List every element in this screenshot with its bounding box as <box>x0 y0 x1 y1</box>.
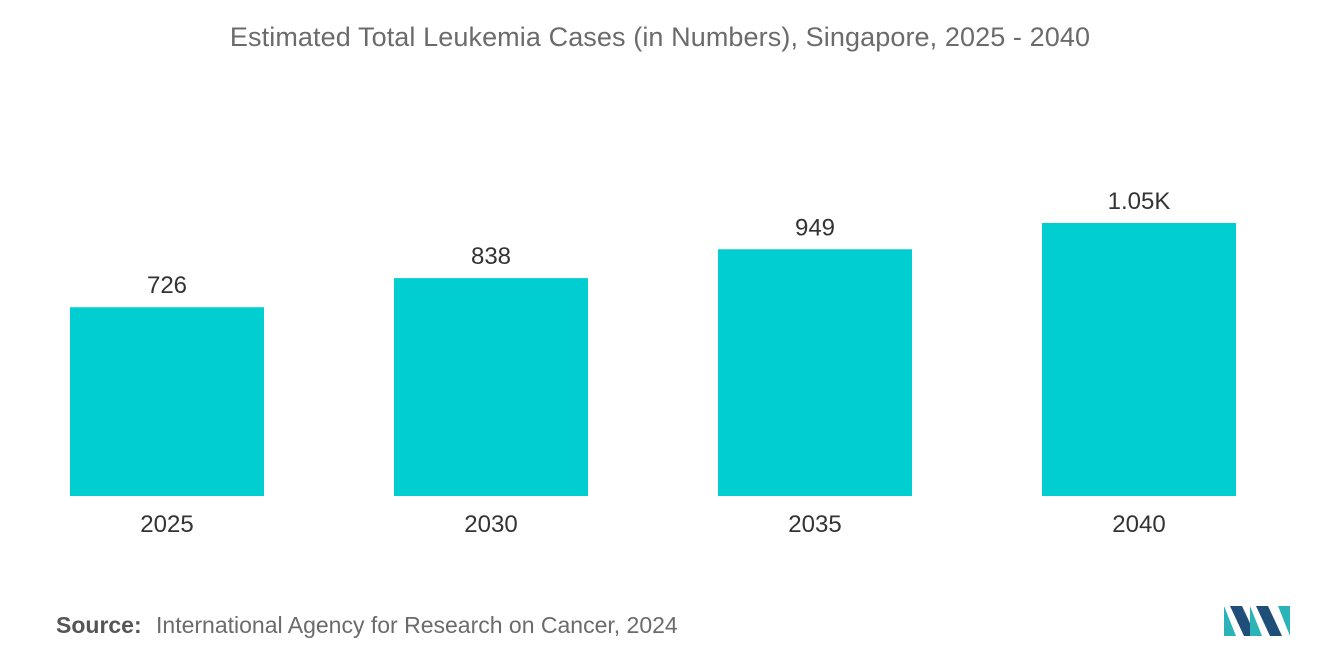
logo-shape-2 <box>1230 606 1256 636</box>
logo-shape-5 <box>1278 606 1290 636</box>
bar-2025 <box>70 307 264 496</box>
bar-2035 <box>718 249 912 496</box>
x-tick-label-2035: 2035 <box>788 511 841 538</box>
logo-shape-4 <box>1256 606 1282 636</box>
logo-shape-3 <box>1250 606 1262 636</box>
data-label-2030: 838 <box>471 243 511 270</box>
data-label-2035: 949 <box>795 214 835 241</box>
data-label-2040: 1.05K <box>1108 188 1171 215</box>
data-label-2025: 726 <box>147 272 187 299</box>
mordor-intelligence-logo-icon <box>1224 606 1290 636</box>
source-note: Source: International Agency for Researc… <box>56 612 678 639</box>
x-tick-label-2025: 2025 <box>140 511 193 538</box>
bar-2040 <box>1042 223 1236 496</box>
chart-title: Estimated Total Leukemia Cases (in Numbe… <box>229 22 1091 52</box>
x-tick-label-2040: 2040 <box>1112 511 1165 538</box>
source-text: International Agency for Research on Can… <box>156 612 678 638</box>
source-label: Source: <box>56 612 142 638</box>
bar-2030 <box>394 278 588 496</box>
logo-shape-1 <box>1224 606 1236 636</box>
x-tick-label-2030: 2030 <box>464 511 517 538</box>
